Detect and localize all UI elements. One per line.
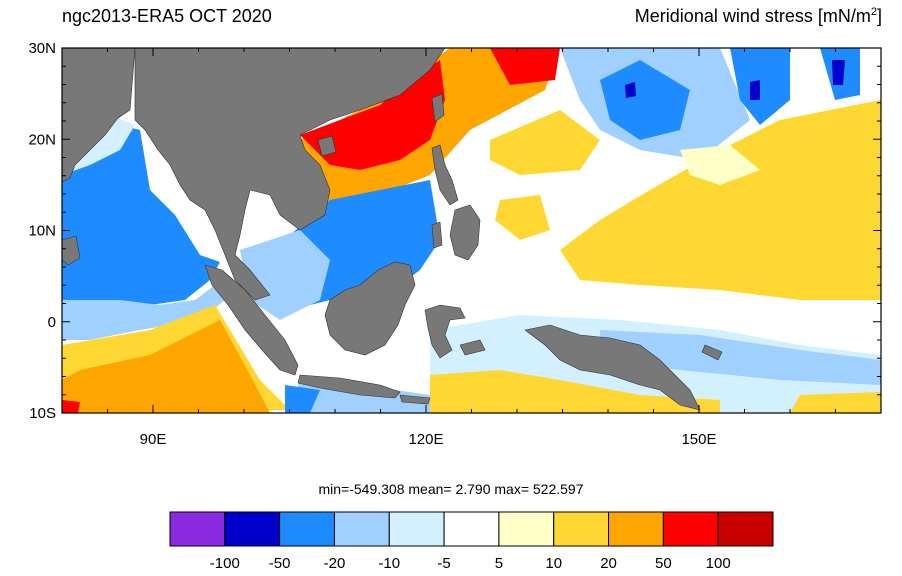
colorbar-swatch	[553, 511, 610, 547]
colorbar-label: 5	[495, 555, 503, 572]
colorbar-swatch	[662, 511, 719, 547]
pacific-north-negative	[600, 60, 690, 140]
colorbar-swatch	[608, 511, 664, 547]
land-layer	[62, 48, 723, 411]
colorbar-label: 10	[545, 555, 562, 572]
lat-tick-label: 20N	[28, 131, 56, 148]
colorbar-swatch	[498, 511, 555, 547]
sumatra-land	[204, 264, 299, 376]
colorbar-label: 50	[655, 555, 672, 572]
lon-tick-label: 90E	[140, 431, 167, 448]
lon-tick-label: 150E	[681, 431, 716, 448]
india-land	[62, 48, 136, 183]
colorbar-label: -5	[437, 555, 450, 572]
bay-of-bengal-negative	[62, 125, 220, 318]
plot-title-right: Meridional wind stress [mN/m2]	[634, 6, 882, 26]
colorbar-swatch	[169, 511, 226, 547]
colorbar-label: -10	[378, 555, 400, 572]
new-guinea-land	[524, 324, 701, 411]
colorbar-swatch	[717, 511, 774, 547]
colorbar-swatch	[333, 511, 390, 547]
colorbar-swatch	[279, 511, 335, 547]
lon-tick-label: 120E	[408, 431, 443, 448]
borneo-land	[324, 261, 416, 356]
lat-tick-label: 30N	[28, 40, 56, 57]
lat-tick-label: 10S	[29, 405, 56, 422]
philippines-land	[431, 144, 459, 206]
colorbar-label: -50	[269, 555, 291, 572]
colorbar: -100 -50 -20 -10 -5 5 10 20 50 100	[169, 511, 774, 572]
axis-ticks: 30N 20N 10N 0 10S 90E 120E 150E	[28, 40, 882, 448]
asia-mainland	[134, 48, 446, 301]
colorbar-swatch	[443, 511, 500, 547]
colorbar-label: -100	[210, 555, 240, 572]
colorbar-swatch	[388, 511, 445, 547]
lat-tick-label: 10N	[28, 223, 56, 240]
colorbar-label: 100	[706, 555, 731, 572]
lat-tick-label: 0	[48, 314, 56, 331]
colorbar-label: 20	[600, 555, 617, 572]
plot-title-left: ngc2013-ERA5 OCT 2020	[62, 6, 272, 26]
colorbar-label: -20	[324, 555, 346, 572]
colorbar-swatch	[224, 511, 281, 547]
stats-line: min=-549.308 mean= 2.790 max= 522.597	[318, 481, 584, 497]
